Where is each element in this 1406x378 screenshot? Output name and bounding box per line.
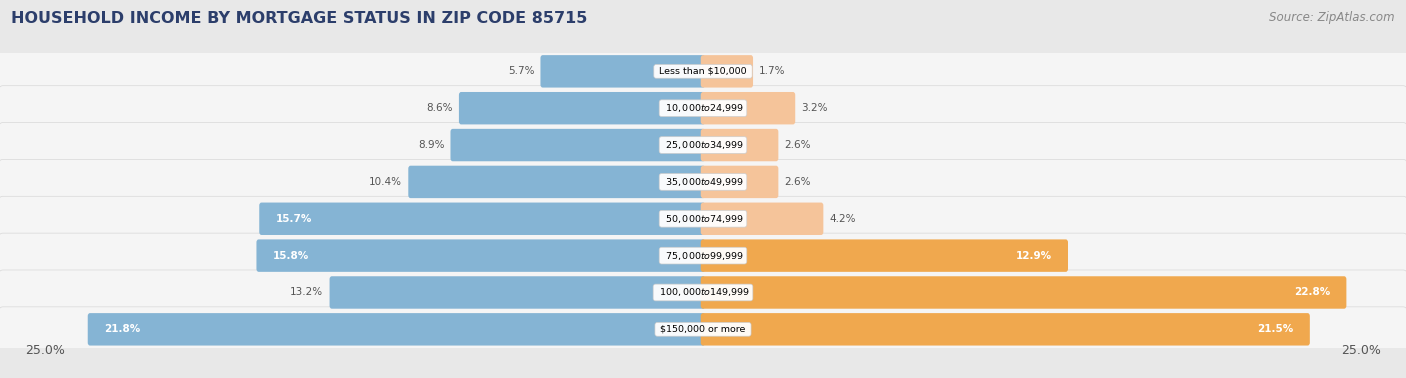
FancyBboxPatch shape (540, 55, 706, 88)
Text: $50,000 to $74,999: $50,000 to $74,999 (662, 213, 744, 225)
FancyBboxPatch shape (87, 313, 706, 345)
Text: 15.7%: 15.7% (276, 214, 312, 224)
FancyBboxPatch shape (256, 239, 706, 272)
Text: $150,000 or more: $150,000 or more (658, 325, 748, 334)
FancyBboxPatch shape (0, 196, 1406, 241)
Text: $25,000 to $34,999: $25,000 to $34,999 (662, 139, 744, 151)
FancyBboxPatch shape (0, 122, 1406, 167)
FancyBboxPatch shape (0, 307, 1406, 352)
Text: 21.5%: 21.5% (1257, 324, 1294, 334)
FancyBboxPatch shape (0, 270, 1406, 315)
Text: $10,000 to $24,999: $10,000 to $24,999 (662, 102, 744, 114)
FancyBboxPatch shape (700, 92, 796, 124)
FancyBboxPatch shape (700, 313, 1310, 345)
Text: 12.9%: 12.9% (1015, 251, 1052, 260)
FancyBboxPatch shape (700, 55, 754, 88)
FancyBboxPatch shape (458, 92, 706, 124)
Text: 4.2%: 4.2% (830, 214, 856, 224)
FancyBboxPatch shape (408, 166, 706, 198)
Text: 3.2%: 3.2% (801, 103, 828, 113)
Text: 2.6%: 2.6% (785, 177, 811, 187)
FancyBboxPatch shape (329, 276, 706, 309)
Text: 10.4%: 10.4% (370, 177, 402, 187)
FancyBboxPatch shape (0, 86, 1406, 131)
Text: 25.0%: 25.0% (1341, 344, 1381, 357)
FancyBboxPatch shape (700, 203, 824, 235)
Text: Source: ZipAtlas.com: Source: ZipAtlas.com (1270, 11, 1395, 24)
FancyBboxPatch shape (700, 129, 779, 161)
Text: 1.7%: 1.7% (759, 67, 786, 76)
Text: 25.0%: 25.0% (25, 344, 65, 357)
Text: 21.8%: 21.8% (104, 324, 141, 334)
FancyBboxPatch shape (0, 49, 1406, 94)
Text: 8.9%: 8.9% (418, 140, 444, 150)
FancyBboxPatch shape (700, 166, 779, 198)
Text: 13.2%: 13.2% (290, 288, 323, 297)
FancyBboxPatch shape (259, 203, 706, 235)
Text: $75,000 to $99,999: $75,000 to $99,999 (662, 249, 744, 262)
Text: $100,000 to $149,999: $100,000 to $149,999 (655, 287, 751, 299)
Text: 8.6%: 8.6% (426, 103, 453, 113)
Text: 5.7%: 5.7% (508, 67, 534, 76)
Text: 22.8%: 22.8% (1294, 288, 1330, 297)
FancyBboxPatch shape (0, 233, 1406, 278)
FancyBboxPatch shape (0, 160, 1406, 204)
FancyBboxPatch shape (700, 239, 1069, 272)
Text: HOUSEHOLD INCOME BY MORTGAGE STATUS IN ZIP CODE 85715: HOUSEHOLD INCOME BY MORTGAGE STATUS IN Z… (11, 11, 588, 26)
Text: Less than $10,000: Less than $10,000 (657, 67, 749, 76)
FancyBboxPatch shape (450, 129, 706, 161)
FancyBboxPatch shape (700, 276, 1347, 309)
Text: 2.6%: 2.6% (785, 140, 811, 150)
Text: $35,000 to $49,999: $35,000 to $49,999 (662, 176, 744, 188)
Text: 15.8%: 15.8% (273, 251, 309, 260)
